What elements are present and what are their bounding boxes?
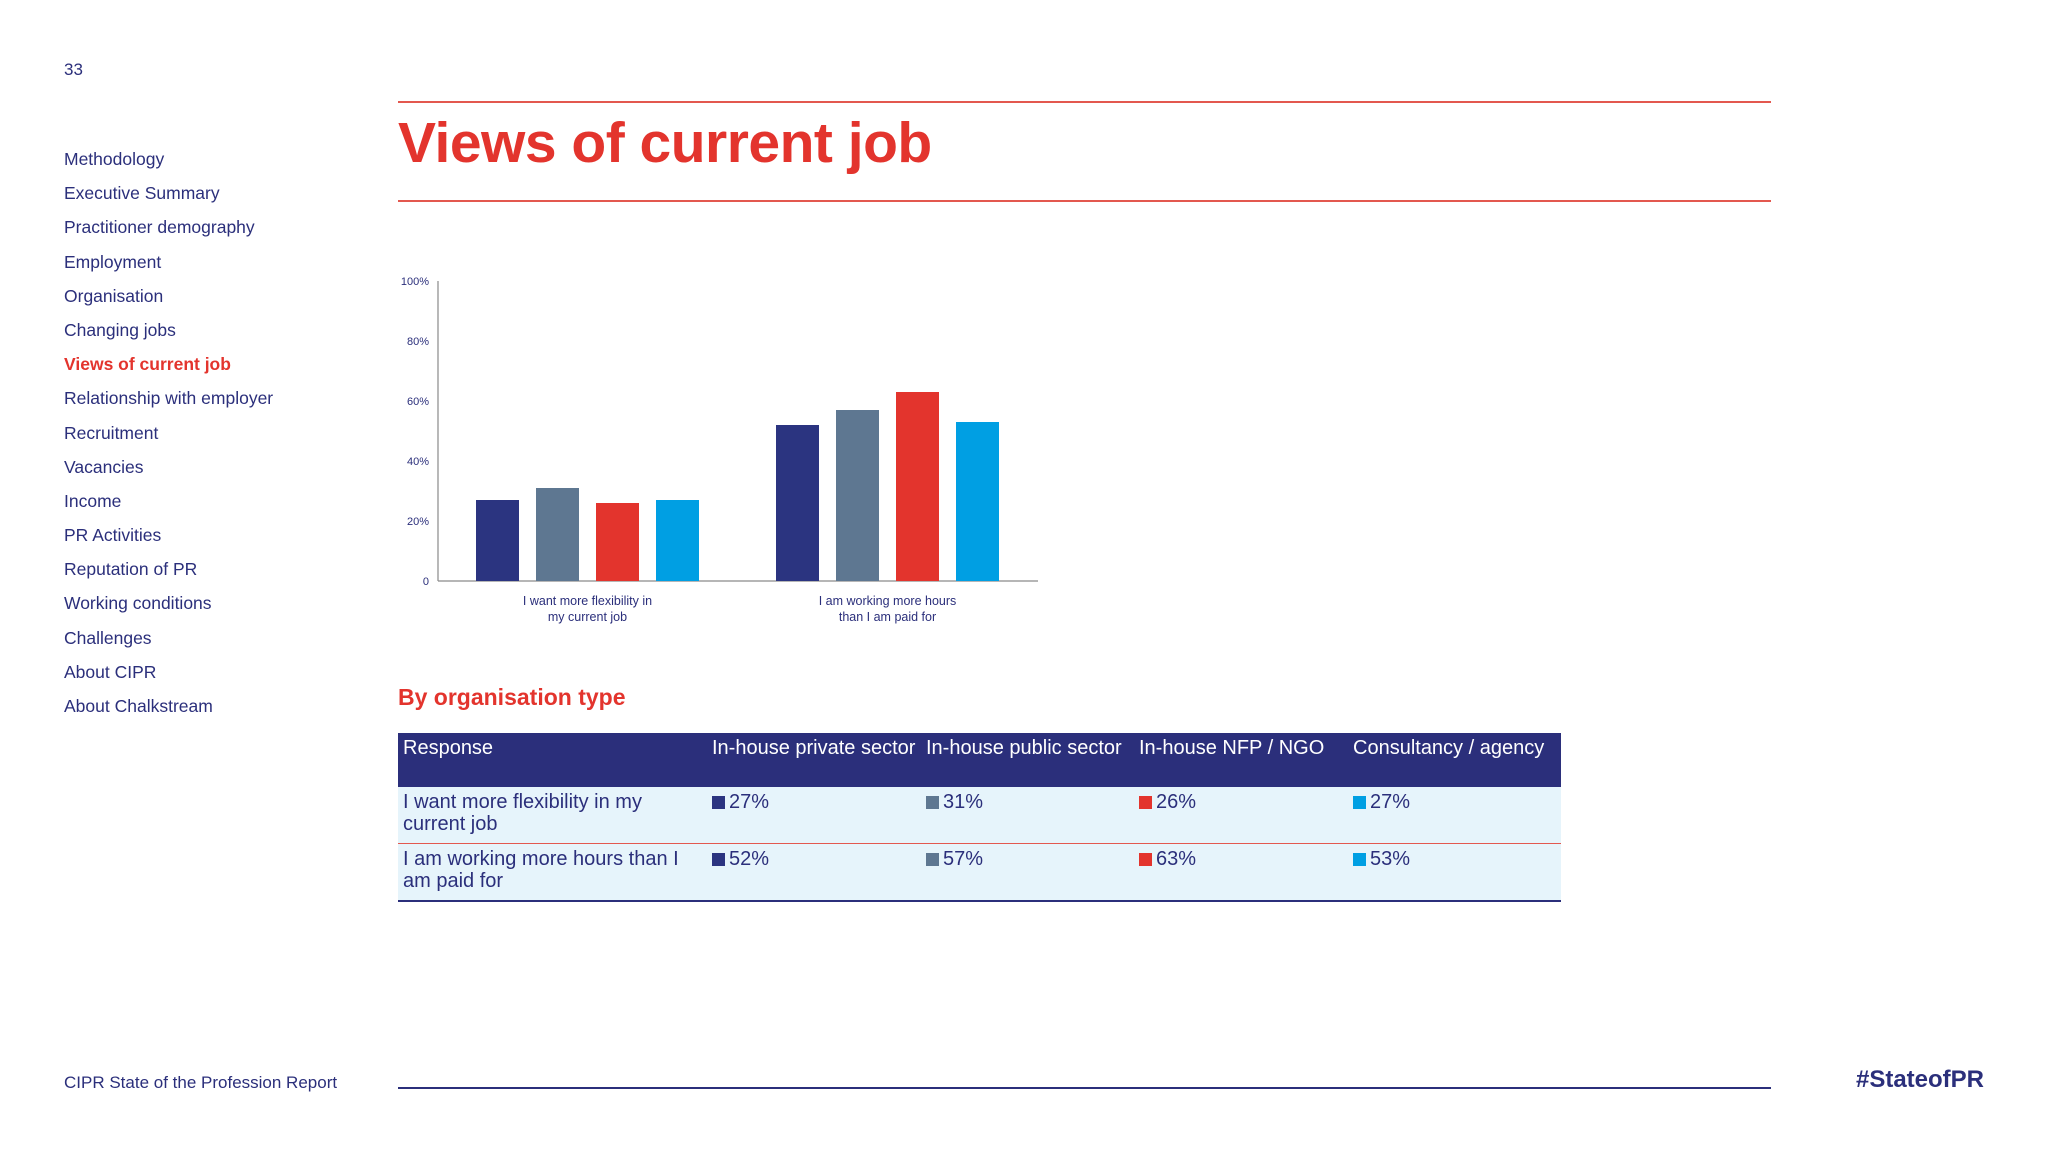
bar-chart: 0 20% 40% 60% 80% 100% I want more flexibility… [401,276,1038,624]
cell-value: 27% [1348,787,1561,844]
value-text: 27% [1370,791,1411,813]
chart-y-tick-label: 20% [407,516,429,528]
sidebar-item-employment[interactable]: Employment [64,251,162,272]
chart-bar [596,503,639,581]
swatch-in-house-private [712,853,725,866]
sidebar-item-pr-activities[interactable]: PR Activities [64,525,162,546]
footer-report-name: CIPR State of the Profession Report [64,1073,338,1092]
chart-y-tick-label: 80% [407,336,429,348]
row-label: I am working more hours than I am paid f… [398,843,707,902]
chart-y-tick-label: 60% [407,396,429,408]
organisation-type-table: Response In-house private sector In-hous… [398,733,1561,902]
page-title: Views of current job [398,111,932,175]
swatch-consultancy [1353,796,1366,809]
sidebar-item-views-of-current-job[interactable]: Views of current job [64,354,231,375]
sidebar-item-working-conditions[interactable]: Working conditions [64,593,212,614]
cell-value: 57% [921,843,1134,902]
sidebar-item-executive-summary[interactable]: Executive Summary [64,183,220,204]
section-subtitle: By organisation type [398,684,626,710]
sidebar-item-recruitment[interactable]: Recruitment [64,422,159,443]
chart-category-label: I want more flexibility in [523,594,652,608]
chart-bar [476,500,519,581]
chart-y-tick-label: 100% [401,276,429,288]
value-text: 52% [729,848,770,870]
chart-category-label: than I am paid for [839,610,936,624]
cell-value: 31% [921,787,1134,844]
chart-bar [536,488,579,581]
chart-y-tick-label: 40% [407,456,429,468]
sidebar-item-about-cipr[interactable]: About CIPR [64,661,157,682]
table-row: I want more flexibility in my current jo… [398,787,1561,844]
cell-value: 27% [707,787,921,844]
header-in-house-private: In-house private sector [707,733,921,787]
sidebar-item-practitioner-demography[interactable]: Practitioner demography [64,217,255,238]
swatch-in-house-public [926,853,939,866]
sidebar-item-vacancies[interactable]: Vacancies [64,456,144,477]
value-text: 26% [1156,791,1197,813]
cell-value: 26% [1134,787,1348,844]
sidebar-item-changing-jobs[interactable]: Changing jobs [64,319,176,340]
sidebar-item-methodology[interactable]: Methodology [64,149,165,169]
value-text: 53% [1370,848,1411,870]
swatch-in-house-public [926,796,939,809]
sidebar-item-income[interactable]: Income [64,490,122,511]
header-consultancy: Consultancy / agency [1348,733,1561,787]
footer-hashtag: #StateofPR [1855,1066,1984,1093]
value-text: 63% [1156,848,1197,870]
chart-y-tick-label: 0 [423,576,429,588]
chart-bar [776,425,819,581]
title-top-rule [398,101,1771,103]
title-bottom-rule [398,200,1771,202]
sidebar-nav: Methodology Executive Summary Practition… [64,144,364,725]
sidebar-item-challenges[interactable]: Challenges [64,627,152,648]
cell-value: 63% [1134,843,1348,902]
chart-bar [836,410,879,581]
row-label: I want more flexibility in my current jo… [398,787,707,844]
footer-rule [398,1087,1771,1089]
swatch-in-house-nfp [1139,853,1152,866]
sidebar-item-relationship-with-employer[interactable]: Relationship with employer [64,388,274,409]
swatch-in-house-nfp [1139,796,1152,809]
sidebar-item-organisation[interactable]: Organisation [64,285,164,306]
sidebar-item-reputation-of-pr[interactable]: Reputation of PR [64,559,198,580]
page-number: 33 [64,60,83,79]
header-in-house-public: In-house public sector [921,733,1134,787]
chart-bar [896,392,939,581]
table-header-row: Response In-house private sector In-hous… [398,733,1561,787]
cell-value: 53% [1348,843,1561,902]
swatch-consultancy [1353,853,1366,866]
swatch-in-house-private [712,796,725,809]
value-text: 27% [729,791,770,813]
chart-bar [656,500,699,581]
chart-bar [956,422,999,581]
header-in-house-nfp: In-house NFP / NGO [1134,733,1348,787]
header-response: Response [398,733,707,787]
chart-category-label: I am working more hours [819,594,957,608]
chart-category-label: my current job [548,610,627,624]
table-row: I am working more hours than I am paid f… [398,843,1561,902]
cell-value: 52% [707,843,921,902]
value-text: 57% [943,848,984,870]
sidebar-item-about-chalkstream[interactable]: About Chalkstream [64,696,213,716]
value-text: 31% [943,791,984,813]
